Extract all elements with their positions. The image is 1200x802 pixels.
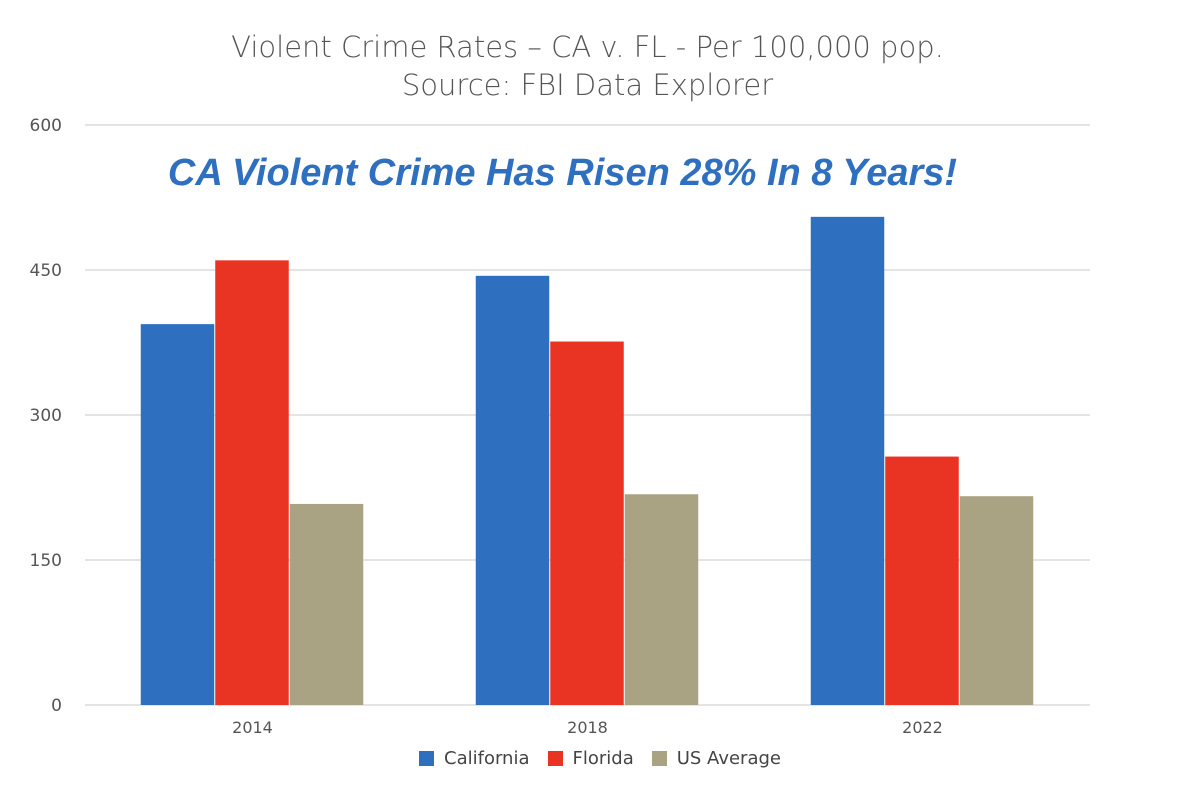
- legend-label: US Average: [676, 748, 781, 769]
- bar-us-average-2022: [959, 496, 1034, 705]
- legend-swatch: [547, 751, 563, 766]
- chart-title: Violent Crime Rates – CA v. FL - Per 100…: [231, 30, 944, 64]
- legend-item-florida: Florida: [547, 748, 634, 769]
- x-tick-label: 2022: [902, 718, 943, 737]
- legend-swatch: [651, 751, 667, 766]
- chart-subtitle: Source: FBI Data Explorer: [401, 68, 774, 102]
- y-tick-label: 450: [30, 261, 62, 281]
- legend-item-california: California: [419, 748, 530, 769]
- bar-florida-2022: [885, 456, 959, 705]
- y-tick-label: 600: [30, 116, 62, 136]
- x-tick-label: 2018: [567, 718, 608, 737]
- legend-item-us-average: US Average: [651, 748, 781, 769]
- bar-california-2022: [810, 216, 885, 706]
- legend: California Florida US Average: [0, 748, 1200, 769]
- bar-florida-2014: [215, 260, 289, 705]
- y-tick-label: 0: [51, 696, 62, 716]
- x-tick-label: 2014: [232, 718, 273, 737]
- bar-us-average-2018: [624, 494, 699, 705]
- chart-annotation: CA Violent Crime Has Risen 28% In 8 Year…: [167, 152, 958, 194]
- y-tick-label: 150: [30, 551, 62, 571]
- legend-label: Florida: [572, 748, 634, 769]
- bar-california-2018: [475, 275, 550, 705]
- bar-us-average-2014: [289, 503, 364, 705]
- bar-california-2014: [140, 324, 215, 705]
- legend-swatch: [419, 751, 435, 766]
- y-tick-label: 300: [30, 406, 62, 426]
- legend-label: California: [444, 748, 530, 769]
- bar-florida-2018: [550, 341, 624, 705]
